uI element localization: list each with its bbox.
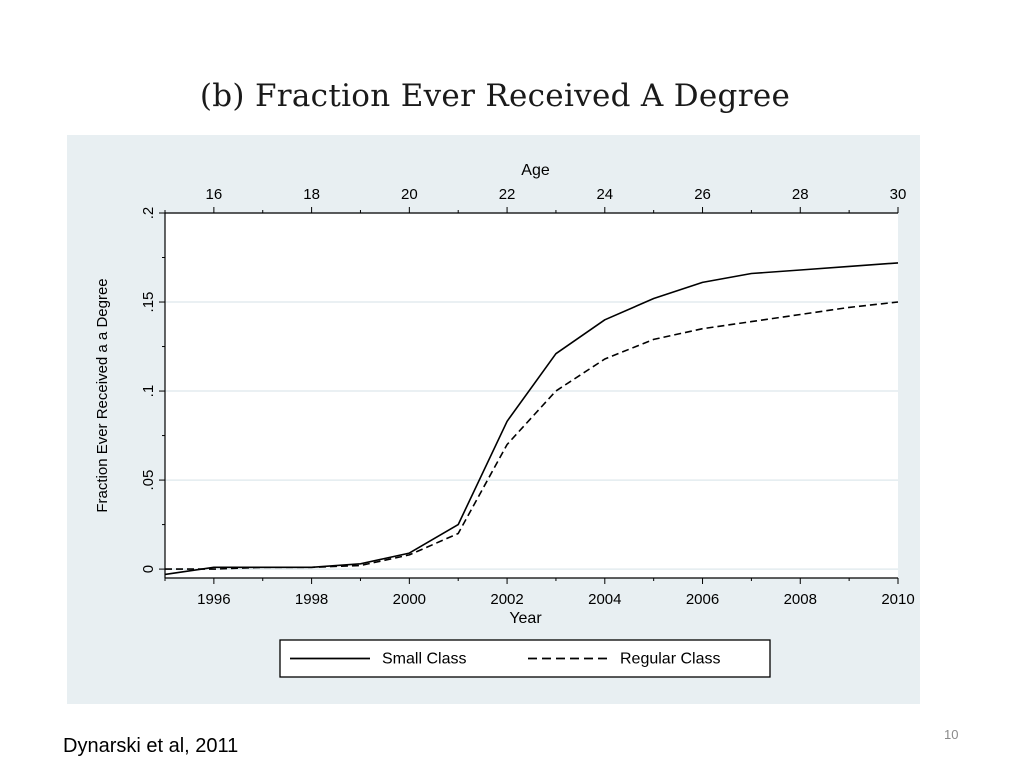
top-tick-label: 22 [499,186,516,203]
x-tick-label: 1998 [295,591,328,608]
y-tick-label: .15 [140,292,157,313]
top-axis-label: Age [521,162,550,179]
y-tick-label: .2 [140,207,157,220]
x-tick-label: 2004 [588,591,621,608]
plot-area [165,213,898,578]
citation: Dynarski et al, 2011 [63,735,239,757]
top-tick-label: 28 [792,186,809,203]
x-tick-label: 2006 [686,591,719,608]
y-tick-label: .1 [140,385,157,398]
top-tick-label: 30 [890,186,907,203]
figure-panel: 1996 1998 2000 2002 2004 2006 2008 2010 Year 16 18… [67,135,920,704]
y-tick-label: .05 [140,470,157,491]
x-axis-label: Year [509,610,542,627]
top-tick-label: 16 [206,186,223,203]
line-chart: 1996 1998 2000 2002 2004 2006 2008 2010 Year 16 18… [94,162,915,678]
chart-title: (b) Fraction Ever Received A Degree [199,78,791,114]
x-tick-label: 1996 [197,591,230,608]
x-tick-label: 2010 [881,591,914,608]
y-tick-label: 0 [140,565,157,573]
x-tick-label: 2000 [393,591,426,608]
top-tick-label: 24 [596,186,613,203]
x-tick-label: 2002 [490,591,523,608]
slide-number: 10 [944,727,959,742]
series-line-regular-class [165,301,899,570]
top-tick-label: 26 [694,186,711,203]
y-axis-label: Fraction Ever Received a a Degree [94,278,111,512]
x-tick-label: 2008 [784,591,817,608]
legend-label: Regular Class [620,651,720,668]
top-tick-label: 18 [303,186,320,203]
top-tick-label: 20 [401,186,418,203]
legend-label: Small Class [382,651,466,668]
